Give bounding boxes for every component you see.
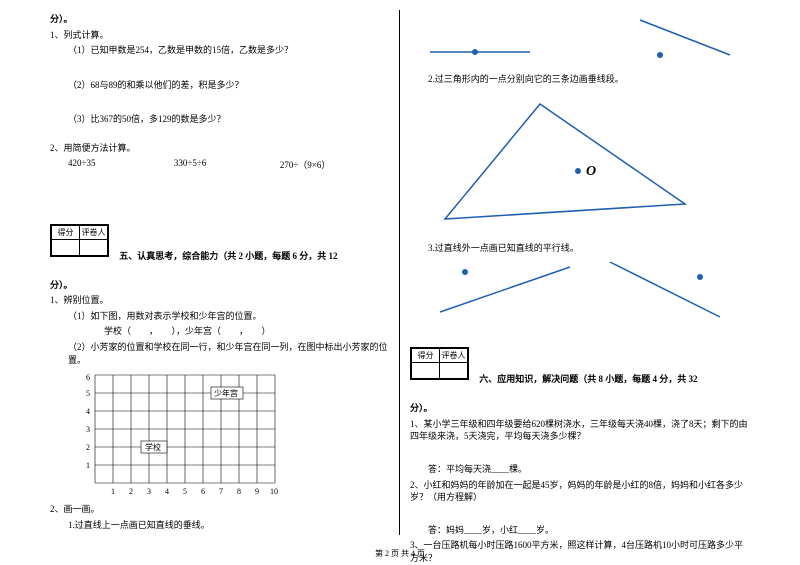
q2: 2、用简便方法计算。 [50,142,389,155]
q4: 2、画一画。 [50,503,389,516]
section-5-title: 五、认真思考，综合能力（共 2 小题，每题 6 分，共 12 [119,251,337,261]
fen-cont: 分）。 [50,13,389,26]
svg-text:6: 6 [86,373,90,382]
q1-3: （3）比367的50倍，多129的数是多少？ [50,113,389,126]
r2: 2.过三角形内的一点分别向它的三条边画垂线段。 [410,73,750,86]
q4-1: 1.过直线上一点画已知直线的垂线。 [50,519,389,532]
svg-text:6: 6 [201,487,205,496]
q1-1: （1）已知甲数是254，乙数是甲数的15倍，乙数是多少？ [50,44,389,57]
svg-text:3: 3 [86,425,90,434]
svg-text:2: 2 [86,443,90,452]
perp-line-figure [410,10,740,70]
triangle-o-label: O [586,164,596,179]
svg-text:5: 5 [183,487,187,496]
calc-row: 420÷35 330÷5÷6 270÷（9×6） [50,158,389,171]
p2-ans: 答：妈妈____岁，小红____岁。 [410,524,750,537]
svg-text:4: 4 [86,407,90,416]
grader-blank-6 [440,363,468,379]
calc-c: 270÷（9×6） [280,158,386,171]
score-box-6: 得分评卷人 [410,347,469,380]
svg-text:1: 1 [86,461,90,470]
score-blank-6 [412,363,440,379]
score-blank [52,239,80,255]
p1-ans: 答：平均每天浇____棵。 [410,463,750,476]
p1: 1、某小学三年级和四年级要给620棵树浇水，三年级每天浇40棵，浇了8天；剩下的… [410,418,750,443]
score-section-5: 得分评卷人 五、认真思考，综合能力（共 2 小题，每题 6 分，共 12 [50,204,389,262]
score-box: 得分评卷人 [50,224,109,257]
coordinate-grid: 学校 少年宫 1 2 3 4 5 6 7 8 9 10 1 2 3 4 5 6 [80,370,389,500]
score-label: 得分 [52,225,80,239]
q1-2: （2）68与89的和乘以他们的差，积是多少？ [50,79,389,92]
svg-text:2: 2 [129,487,133,496]
grid-palace-label: 少年宫 [214,388,238,398]
q3: 1、辨别位置。 [50,294,389,307]
q3-1a: （1）如下图，用数对表示学校和少年宫的位置。 [50,310,389,323]
fen-cont-r: 分）。 [410,402,750,415]
calc-a: 420÷35 [68,158,174,171]
q1: 1、列式计算。 [50,29,389,42]
svg-text:5: 5 [86,389,90,398]
q3-2: （2）小芳家的位置和学校在同一行，和少年宫在同一列，在图中标出小芳家的位置。 [50,341,389,366]
section-6-title: 六、应用知识，解决问题（共 8 小题，每题 4 分，共 32 [479,374,697,384]
svg-text:3: 3 [147,487,151,496]
svg-text:1: 1 [111,487,115,496]
triangle-figure: O [410,89,740,239]
p2: 2、小红和妈妈的年龄加在一起是45岁，妈妈的年龄是小红的8倍，妈妈和小红各多少岁… [410,479,750,504]
score-section-6: 得分评卷人 六、应用知识，解决问题（共 8 小题，每题 4 分，共 32 [410,327,750,385]
grader-label-6: 评卷人 [440,349,468,363]
grader-blank [80,239,108,255]
svg-text:9: 9 [255,487,259,496]
left-column: 分）。 1、列式计算。 （1）已知甲数是254，乙数是甲数的15倍，乙数是多少？… [40,10,400,535]
parallel-figure [410,257,740,327]
r3: 3.过直线外一点画已知直线的平行线。 [410,242,750,255]
svg-text:4: 4 [165,487,169,496]
fen-cont2: 分）。 [50,279,389,292]
page-footer: 第 2 页 共 4 页 [0,548,800,559]
grid-school-label: 学校 [145,442,161,452]
right-column: 2.过三角形内的一点分别向它的三条边画垂线段。 O 3.过直线外一点画已知直线的… [400,10,760,535]
score-label-6: 得分 [412,349,440,363]
grader-label: 评卷人 [80,225,108,239]
q3-1b: 学校（ ， ），少年宫（ ， ） [50,325,389,338]
svg-text:7: 7 [219,487,223,496]
grid-svg: 学校 少年宫 1 2 3 4 5 6 7 8 9 10 1 2 3 4 5 6 [80,370,280,500]
svg-text:10: 10 [270,487,278,496]
calc-b: 330÷5÷6 [174,158,280,171]
svg-text:8: 8 [237,487,241,496]
